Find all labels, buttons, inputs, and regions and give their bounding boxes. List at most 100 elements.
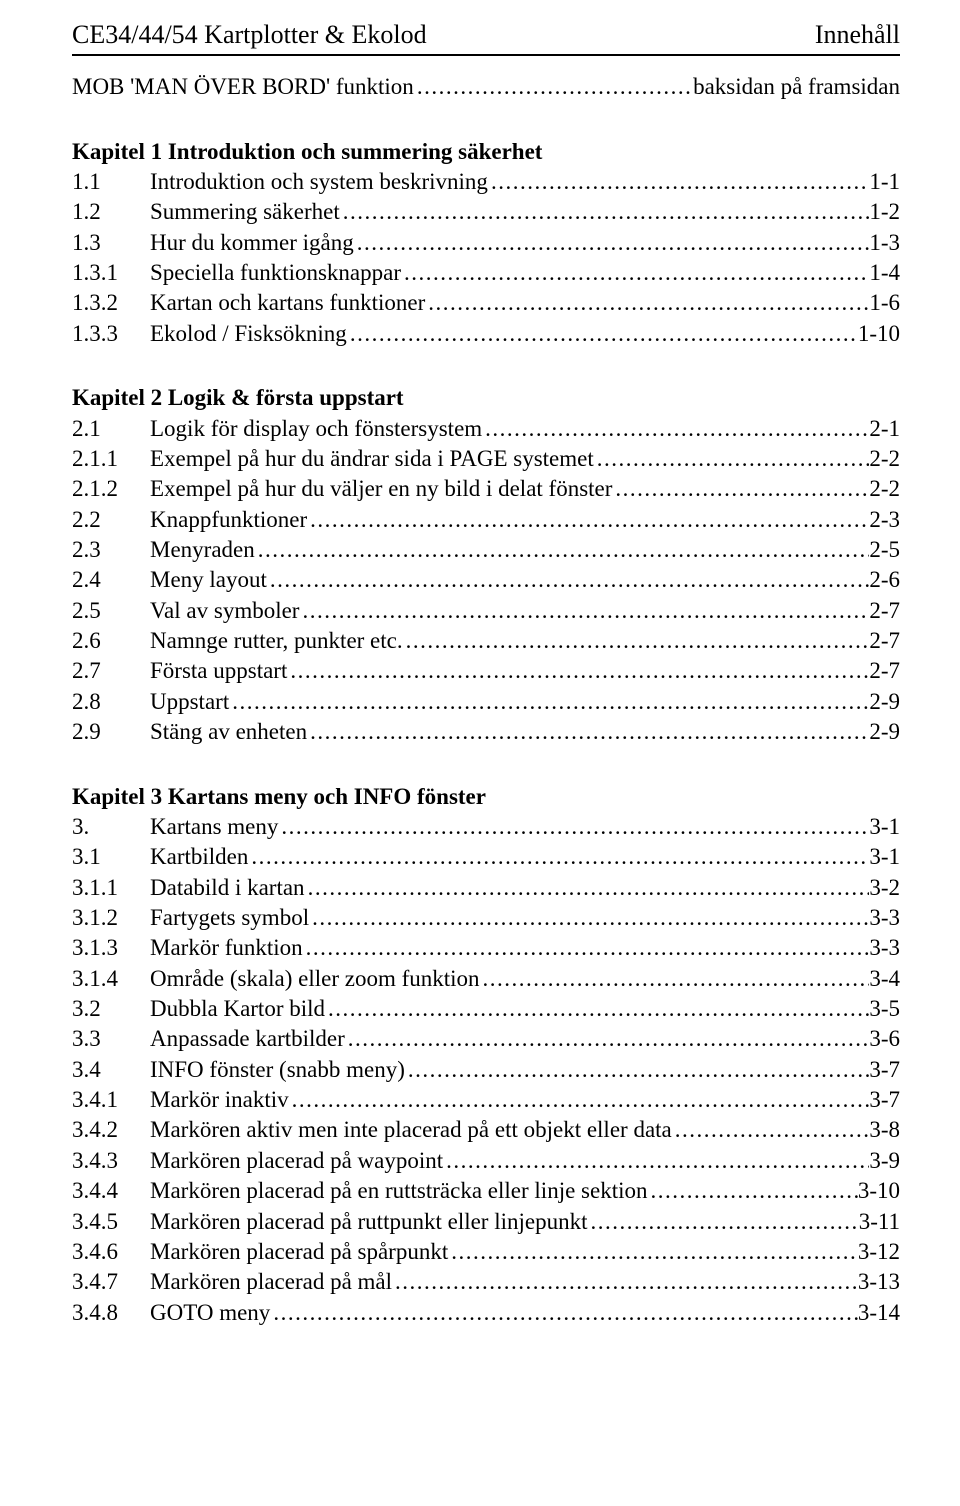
toc-page: 3-4 <box>869 964 900 994</box>
dots-leader: ........................................… <box>414 72 693 102</box>
dots-leader: ........................................… <box>612 474 869 504</box>
toc-page: 1-2 <box>869 197 900 227</box>
section-title: Kapitel 1 Introduktion och summering säk… <box>72 137 900 167</box>
toc-number: 2.1.1 <box>72 444 150 474</box>
toc-label: Menyraden <box>150 535 255 565</box>
toc-page: 3-10 <box>858 1176 900 1206</box>
header-left: CE34/44/54 Kartplotter & Ekolod <box>72 18 427 52</box>
dots-leader: ........................................… <box>405 1055 869 1085</box>
toc-row: 2.8Uppstart.............................… <box>72 687 900 717</box>
toc-page: 2-6 <box>869 565 900 595</box>
toc-page: 2-7 <box>869 626 900 656</box>
dots-leader: ........................................… <box>647 1176 857 1206</box>
toc-page: 2-7 <box>869 596 900 626</box>
dots-leader: ........................................… <box>403 626 870 656</box>
toc-number: 2.7 <box>72 656 150 686</box>
toc-number: 3.1.4 <box>72 964 150 994</box>
toc-label: Markören placerad på ruttpunkt eller lin… <box>150 1207 587 1237</box>
toc-number: 3.3 <box>72 1024 150 1054</box>
dots-leader: ........................................… <box>287 656 869 686</box>
toc-row: 3.1.2Fartygets symbol...................… <box>72 903 900 933</box>
toc-row: 2.9Stäng av enheten.....................… <box>72 717 900 747</box>
page-header: CE34/44/54 Kartplotter & Ekolod Innehåll <box>72 18 900 56</box>
toc-row: 1.2Summering säkerhet...................… <box>72 197 900 227</box>
toc-label: Kartan och kartans funktioner <box>150 288 425 318</box>
toc-label: Markören placerad på mål <box>150 1267 392 1297</box>
toc-label: Ekolod / Fisksökning <box>150 319 347 349</box>
dots-leader: ........................................… <box>307 717 869 747</box>
toc-number: 1.1 <box>72 167 150 197</box>
toc-number: 1.3 <box>72 228 150 258</box>
toc-number: 3.1.3 <box>72 933 150 963</box>
toc-row: 3.4INFO fönster (snabb meny)............… <box>72 1055 900 1085</box>
page: CE34/44/54 Kartplotter & Ekolod Innehåll… <box>0 0 960 1368</box>
toc-label: GOTO meny <box>150 1298 270 1328</box>
toc-row: 3.4.6Markören placerad på spårpunkt.....… <box>72 1237 900 1267</box>
toc-number: 2.1 <box>72 414 150 444</box>
toc-number: 3.1.1 <box>72 873 150 903</box>
toc-label: Val av symboler <box>150 596 299 626</box>
dots-leader: ........................................… <box>354 228 870 258</box>
toc-number: 3.4.1 <box>72 1085 150 1115</box>
dots-leader: ........................................… <box>325 994 869 1024</box>
toc-page: 3-8 <box>869 1115 900 1145</box>
dots-leader: ........................................… <box>425 288 869 318</box>
toc-sections: Kapitel 1 Introduktion och summering säk… <box>72 137 900 1328</box>
toc-page: 3-12 <box>858 1237 900 1267</box>
dots-leader: ........................................… <box>248 842 869 872</box>
toc-number: 3.4.3 <box>72 1146 150 1176</box>
dots-leader: ........................................… <box>594 444 870 474</box>
section-title: Kapitel 2 Logik & första uppstart <box>72 383 900 413</box>
toc-page: 1-1 <box>869 167 900 197</box>
toc-label: Hur du kommer igång <box>150 228 354 258</box>
dots-leader: ........................................… <box>229 687 869 717</box>
toc-number: 3.4 <box>72 1055 150 1085</box>
toc-page: 3-7 <box>869 1055 900 1085</box>
toc-row: 3.Kartans meny..........................… <box>72 812 900 842</box>
toc-label: Meny layout <box>150 565 267 595</box>
toc-row: 2.2Knappfunktioner......................… <box>72 505 900 535</box>
toc-number: 2.6 <box>72 626 150 656</box>
toc-label: Fartygets symbol <box>150 903 309 933</box>
toc-number: 2.5 <box>72 596 150 626</box>
toc-row: 2.1Logik för display och fönstersystem..… <box>72 414 900 444</box>
toc-page: 3-2 <box>869 873 900 903</box>
toc-page: 1-6 <box>869 288 900 318</box>
toc-row: 3.4.1Markör inaktiv.....................… <box>72 1085 900 1115</box>
toc-page: 2-7 <box>869 656 900 686</box>
dots-leader: ........................................… <box>347 319 858 349</box>
toc-row: 3.1.1Databild i kartan..................… <box>72 873 900 903</box>
toc-label: Uppstart <box>150 687 229 717</box>
toc-number: 2.1.2 <box>72 474 150 504</box>
toc-label: Namnge rutter, punkter etc. <box>150 626 403 656</box>
toc-page: 3-7 <box>869 1085 900 1115</box>
toc-row: 2.1.1Exempel på hur du ändrar sida i PAG… <box>72 444 900 474</box>
toc-row: 3.1.3Markör funktion....................… <box>72 933 900 963</box>
toc-number: 3.4.4 <box>72 1176 150 1206</box>
toc-label: Anpassade kartbilder <box>150 1024 345 1054</box>
toc-page: 3-14 <box>858 1298 900 1328</box>
header-right: Innehåll <box>815 18 900 52</box>
dots-leader: ........................................… <box>299 596 869 626</box>
dots-leader: ........................................… <box>255 535 870 565</box>
toc-label: Stäng av enheten <box>150 717 307 747</box>
toc-row: 2.5Val av symboler......................… <box>72 596 900 626</box>
toc-label: Markören placerad på waypoint <box>150 1146 443 1176</box>
toc-number: 3.4.5 <box>72 1207 150 1237</box>
toc-row: 3.3Anpassade kartbilder.................… <box>72 1024 900 1054</box>
mob-page: baksidan på framsidan <box>693 72 900 102</box>
toc-number: 2.3 <box>72 535 150 565</box>
toc-page: 2-2 <box>869 444 900 474</box>
dots-leader: ........................................… <box>267 565 869 595</box>
toc-row: 3.4.2Markören aktiv men inte placerad på… <box>72 1115 900 1145</box>
toc-number: 3.4.6 <box>72 1237 150 1267</box>
toc-row: 2.4Meny layout..........................… <box>72 565 900 595</box>
toc-label: Markören placerad på en ruttsträcka elle… <box>150 1176 647 1206</box>
toc-section: Kapitel 3 Kartans meny och INFO fönster3… <box>72 782 900 1328</box>
dots-leader: ........................................… <box>488 167 869 197</box>
dots-leader: ........................................… <box>448 1237 858 1267</box>
toc-label: Knappfunktioner <box>150 505 307 535</box>
toc-number: 3.4.8 <box>72 1298 150 1328</box>
toc-page: 2-3 <box>869 505 900 535</box>
toc-row: 3.4.4Markören placerad på en ruttsträcka… <box>72 1176 900 1206</box>
